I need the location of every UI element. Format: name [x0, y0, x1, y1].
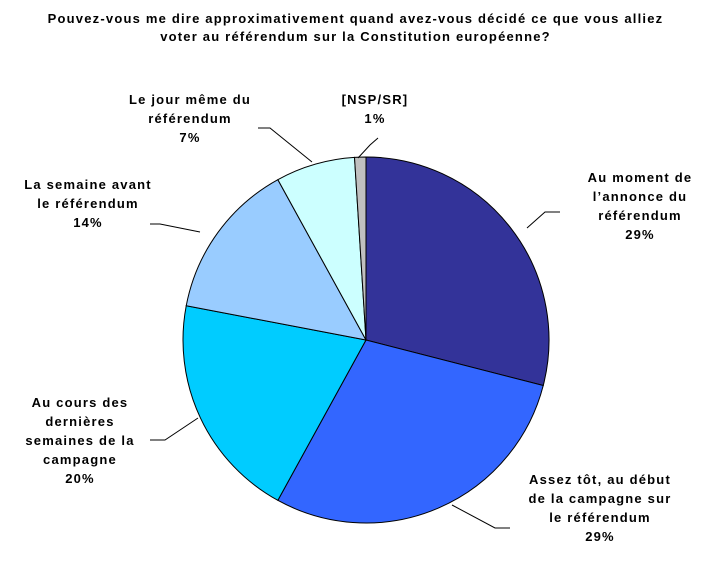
value-label: 29% [625, 227, 655, 242]
category-label: Au moment de l’annonce du référendum [587, 170, 693, 223]
leader-line [150, 223, 201, 233]
leader-line [451, 504, 510, 529]
slice-label: Assez tôt, au début de la campagne sur l… [525, 470, 675, 546]
category-label: Assez tôt, au début de la campagne sur l… [528, 472, 672, 525]
category-label: [NSP/SR] [341, 92, 409, 107]
slice [185, 178, 367, 341]
slice-label: Le jour même du référendum 7% [115, 90, 265, 147]
value-label: 20% [65, 471, 95, 486]
value-label: 7% [179, 130, 201, 145]
slice-label: La semaine avant le référendum 14% [23, 175, 153, 232]
category-label: La semaine avant le référendum [24, 177, 152, 211]
slice-label: Au cours des dernières semaines de la ca… [10, 393, 150, 488]
value-label: 29% [585, 529, 615, 544]
value-label: 14% [73, 215, 103, 230]
category-label: Au cours des dernières semaines de la ca… [25, 395, 135, 467]
leader-line [357, 137, 379, 159]
slices [182, 156, 550, 524]
slice-label: [NSP/SR] 1% [335, 90, 415, 128]
value-label: 1% [364, 111, 386, 126]
slice-label: Au moment de l’annonce du référendum 29% [570, 168, 710, 244]
leader-lines [150, 127, 560, 529]
slice [365, 156, 550, 387]
category-label: Le jour même du référendum [128, 92, 252, 126]
chart-title: Pouvez-vous me dire approximativement qu… [47, 11, 664, 44]
leader-line [526, 211, 560, 229]
slice [277, 339, 544, 524]
leader-line [258, 127, 313, 163]
slice [353, 156, 367, 341]
slice [182, 305, 367, 502]
leader-line [150, 417, 199, 441]
